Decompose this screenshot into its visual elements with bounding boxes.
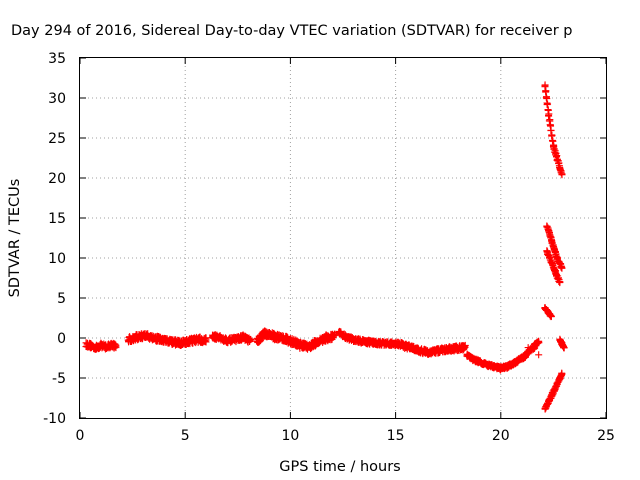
axis-tick-labels: 0 5 10 15 20 25 -10 -5 0 5 10 15 20 25 30 35: [43, 51, 615, 444]
data-point: [560, 344, 568, 352]
x-tick-label: 5: [181, 428, 190, 444]
data-point: [558, 264, 566, 272]
x-tick-label: 0: [76, 428, 85, 444]
y-tick-label: 35: [48, 51, 66, 67]
x-tick-label: 20: [492, 428, 510, 444]
y-tick-label: -10: [43, 411, 66, 427]
data-point: [534, 337, 542, 345]
data-points: [82, 81, 568, 413]
data-point: [549, 137, 557, 145]
data-point: [558, 371, 566, 379]
y-tick-label: 20: [48, 171, 66, 187]
data-point: [112, 342, 120, 350]
data-point: [543, 400, 551, 408]
y-tick-label: 10: [48, 251, 66, 267]
data-point: [545, 111, 553, 119]
data-point: [547, 313, 555, 321]
y-tick-label: 0: [57, 331, 66, 347]
data-point: [556, 166, 564, 174]
data-point: [246, 336, 254, 344]
data-point: [202, 338, 210, 346]
data-point: [558, 171, 566, 179]
y-axis-title: SDTVAR / TECUs: [7, 179, 23, 298]
y-tick-label: 15: [48, 211, 66, 227]
data-point: [246, 337, 254, 345]
data-point: [557, 167, 565, 175]
x-tick-label: 25: [597, 428, 615, 444]
data-point: [548, 132, 556, 140]
y-tick-label: -5: [52, 371, 66, 387]
data-point: [543, 101, 551, 109]
data-point: [541, 81, 549, 89]
x-tick-label: 10: [281, 428, 299, 444]
grid-lines: [80, 58, 606, 418]
y-tick-label: 25: [48, 131, 66, 147]
y-tick-label: 30: [48, 91, 66, 107]
y-tick-label: 5: [57, 291, 66, 307]
data-point: [524, 344, 532, 352]
chart-title: Day 294 of 2016, Sidereal Day-to-day VTE…: [11, 23, 572, 39]
plot-frame: [79, 57, 607, 419]
data-point: [542, 87, 550, 95]
data-point: [550, 145, 558, 153]
x-tick-label: 15: [387, 428, 405, 444]
data-point: [201, 335, 209, 343]
axis-ticks: [79, 57, 607, 419]
data-point: [556, 278, 564, 286]
data-point: [547, 126, 555, 134]
data-point: [535, 351, 543, 359]
data-point: [543, 247, 551, 255]
x-axis-title: GPS time / hours: [279, 459, 400, 475]
data-point: [461, 343, 469, 351]
